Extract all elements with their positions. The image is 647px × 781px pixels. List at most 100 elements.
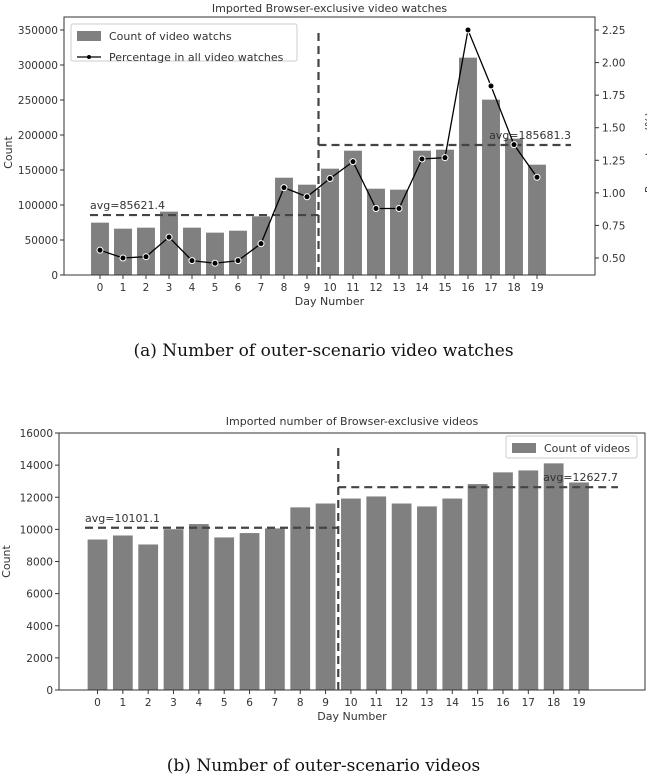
chart-title: Imported Browser-exclusive video watches <box>212 2 448 15</box>
x-tick-label: 1 <box>120 282 127 294</box>
plot-frame <box>58 432 646 691</box>
bar-13 <box>417 506 437 690</box>
x-tick-label: 0 <box>94 697 101 709</box>
y2-tick-label: 2.25 <box>602 25 625 37</box>
x-tick-label: 19 <box>530 282 543 294</box>
x-tick-label: 3 <box>166 282 173 294</box>
legend-swatch-bar <box>77 31 101 41</box>
y-tick-label: 8000 <box>26 557 53 569</box>
legend <box>70 23 298 62</box>
bar-11 <box>366 496 387 690</box>
legend-label: Count of video watchs <box>109 30 232 43</box>
bar-9 <box>315 503 336 690</box>
average-label: avg=12627.7 <box>543 471 618 484</box>
x-tick-label: 12 <box>369 282 382 294</box>
x-tick-label: 17 <box>522 697 535 709</box>
bar-17 <box>518 470 539 690</box>
y-tick-label: 0 <box>46 685 53 697</box>
x-tick-label: 7 <box>258 282 265 294</box>
bar-10 <box>341 498 361 690</box>
bar-16 <box>459 57 477 276</box>
average-label: avg=10101.1 <box>85 512 160 525</box>
percentage-point-0 <box>96 246 104 254</box>
x-tick-label: 17 <box>484 282 497 294</box>
percentage-point-17 <box>487 82 495 90</box>
y-tick-label: 14000 <box>20 460 53 472</box>
x-tick-label: 16 <box>496 697 510 709</box>
y-tick-label: 2000 <box>26 653 53 665</box>
x-tick-label: 7 <box>272 697 279 709</box>
bar-5 <box>206 232 224 275</box>
legend-swatch-bar <box>512 443 536 453</box>
bar-1 <box>114 228 132 275</box>
x-tick-label: 13 <box>420 697 433 709</box>
bar-11 <box>344 150 362 275</box>
percentage-point-9 <box>303 193 311 201</box>
percentage-point-13 <box>395 204 403 212</box>
y-tick-label: 12000 <box>20 492 53 504</box>
y-tick-label: 16000 <box>20 428 53 440</box>
x-tick-label: 18 <box>507 282 520 294</box>
bar-4 <box>183 227 201 275</box>
x-tick-label: 14 <box>415 282 429 294</box>
bar-8 <box>275 177 293 275</box>
y-tick-label: 100000 <box>18 200 58 212</box>
bar-14 <box>413 150 431 275</box>
y-tick-label: 300000 <box>18 60 58 72</box>
bar-7 <box>265 528 285 690</box>
bar-2 <box>137 227 155 275</box>
bar-18 <box>505 138 523 275</box>
bar-1 <box>112 535 133 690</box>
average-label: avg=185681.3 <box>489 129 571 142</box>
bar-9 <box>298 184 316 275</box>
x-tick-label: 2 <box>145 697 152 709</box>
x-tick-label: 8 <box>281 282 288 294</box>
y-axis-label: Count <box>0 544 13 577</box>
y2-tick-label: 0.75 <box>602 220 625 232</box>
y-tick-label: 200000 <box>18 130 58 142</box>
x-tick-label: 18 <box>547 697 560 709</box>
percentage-line <box>99 27 538 264</box>
y-tick-label: 6000 <box>26 589 53 601</box>
x-tick-label: 19 <box>572 697 585 709</box>
x-tick-label: 11 <box>370 697 383 709</box>
percentage-point-14 <box>418 155 426 163</box>
x-tick-label: 2 <box>143 282 150 294</box>
bar-13 <box>390 189 408 275</box>
x-tick-label: 10 <box>323 282 336 294</box>
caption-b: (b) Number of outer-scenario videos <box>166 756 481 776</box>
x-tick-label: 8 <box>297 697 304 709</box>
bar-19 <box>569 482 589 690</box>
bar-19 <box>528 164 546 275</box>
x-tick-label: 11 <box>346 282 359 294</box>
legend-label: Percentage in all video watches <box>109 51 284 64</box>
percentage-point-6 <box>234 257 242 265</box>
bar-6 <box>239 533 260 690</box>
bar-17 <box>482 99 500 276</box>
legend-label: Count of videos <box>544 442 630 455</box>
bar-18 <box>543 463 564 690</box>
legend-swatch-marker <box>87 55 91 59</box>
x-tick-label: 6 <box>246 697 253 709</box>
chart-video-count: Imported number of Browser-exclusive vid… <box>0 415 646 723</box>
bar-12 <box>391 503 412 690</box>
plot-frame <box>63 16 596 276</box>
y-tick-label: 250000 <box>18 95 58 107</box>
bar-5 <box>214 537 235 690</box>
percentage-point-10 <box>326 175 334 183</box>
y-tick-label: 0 <box>51 270 58 282</box>
bar-2 <box>138 544 159 690</box>
y2-tick-label: 2.00 <box>602 58 625 70</box>
chart-title: Imported number of Browser-exclusive vid… <box>226 415 479 428</box>
y-tick-label: 50000 <box>25 235 58 247</box>
x-axis-label: Day Number <box>317 710 387 723</box>
x-tick-label: 15 <box>471 697 484 709</box>
y-tick-label: 4000 <box>26 621 53 633</box>
x-tick-label: 9 <box>322 697 329 709</box>
bar-3 <box>160 211 178 275</box>
percentage-point-19 <box>533 173 541 181</box>
percentage-point-16 <box>464 26 472 34</box>
bar-10 <box>321 168 339 275</box>
x-tick-label: 6 <box>235 282 242 294</box>
percentage-point-11 <box>349 158 357 166</box>
